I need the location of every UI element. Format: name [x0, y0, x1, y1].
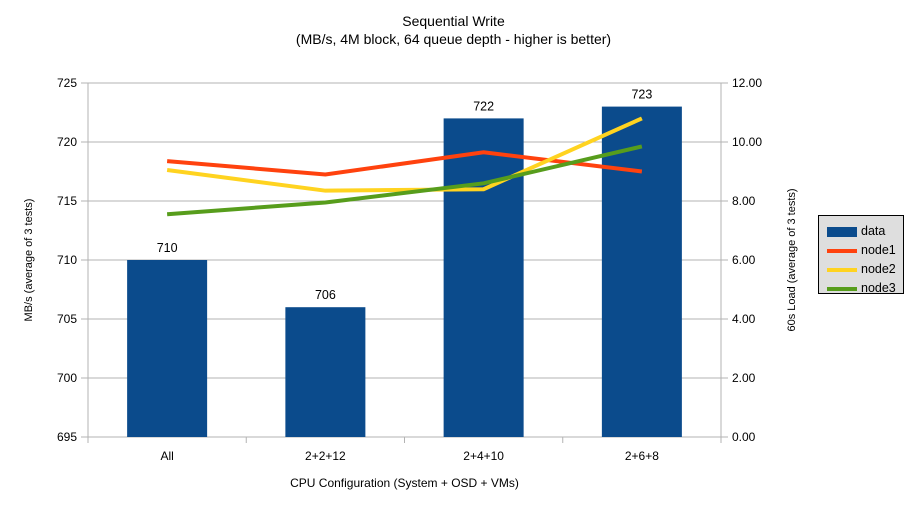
bar-value-label: 706	[315, 288, 336, 302]
bar-value-label: 723	[631, 88, 652, 102]
left-tick-label: 720	[57, 135, 77, 149]
right-tick-label: 12.00	[732, 76, 762, 90]
left-tick-label: 695	[57, 430, 77, 444]
right-tick-label: 4.00	[732, 312, 756, 326]
left-tick-label: 715	[57, 194, 77, 208]
right-tick-label: 8.00	[732, 194, 756, 208]
x-axis-title: CPU Configuration (System + OSD + VMs)	[290, 476, 519, 490]
left-tick-label: 700	[57, 371, 77, 385]
legend-item-node2: node2	[827, 260, 903, 279]
legend-label-node2: node2	[861, 262, 896, 277]
legend-swatch-node2	[827, 267, 857, 272]
bar	[127, 260, 208, 437]
left-tick-label: 725	[57, 76, 77, 90]
series-line-node1	[166, 150, 643, 177]
category-label: 2+2+12	[305, 449, 346, 463]
legend-label-data: data	[861, 224, 886, 239]
chart-subtitle: (MB/s, 4M block, 64 queue depth - higher…	[295, 31, 612, 47]
series-line-node2	[166, 116, 643, 193]
legend-swatch-node1	[827, 248, 857, 253]
right-tick-label: 10.00	[732, 135, 762, 149]
bar	[443, 118, 524, 438]
bar	[601, 106, 682, 437]
bar-value-label: 722	[473, 99, 494, 113]
left-tick-label: 710	[57, 253, 77, 267]
right-tick-label: 6.00	[732, 253, 756, 267]
left-tick-label: 705	[57, 312, 77, 326]
bar	[285, 307, 366, 437]
category-label: All	[160, 449, 173, 463]
legend-item-data: data	[827, 222, 903, 241]
right-tick-label: 2.00	[732, 371, 756, 385]
legend-item-node3: node3	[827, 279, 903, 298]
chart-title: Sequential Write	[402, 13, 505, 29]
legend-label-node3: node3	[861, 281, 896, 296]
legend-swatch-node3	[827, 286, 857, 291]
category-label: 2+4+10	[463, 449, 504, 463]
bar-value-label: 710	[157, 241, 178, 255]
category-label: 2+6+8	[625, 449, 659, 463]
legend-label-node1: node1	[861, 243, 896, 258]
legend-item-node1: node1	[827, 241, 903, 260]
legend: data node1 node2 node3	[818, 215, 904, 294]
title-block: Sequential Write (MB/s, 4M block, 64 que…	[0, 12, 907, 48]
series-line-node3	[166, 144, 643, 217]
right-tick-label: 0.00	[732, 430, 756, 444]
legend-swatch-data	[827, 226, 857, 237]
